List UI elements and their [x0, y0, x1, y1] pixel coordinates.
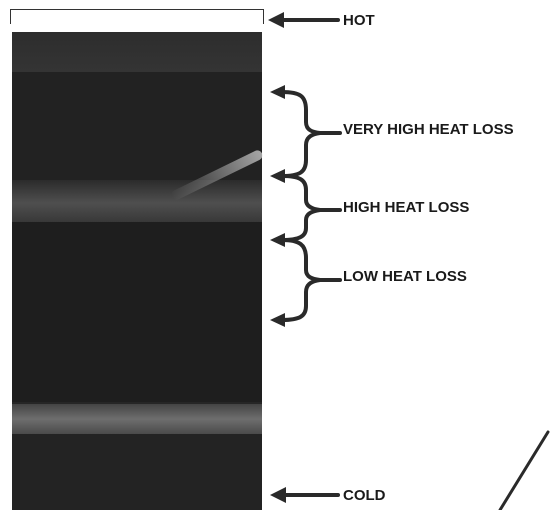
thermo-band-top: [12, 32, 262, 72]
brace2-bottom-arrowhead: [270, 233, 285, 247]
thermo-band-bottom: [12, 434, 262, 510]
hot-arrowhead: [268, 12, 284, 28]
thermo-band-very-high-loss: [12, 72, 262, 180]
thermo-band-low-loss: [12, 222, 262, 402]
thermo-band-light-stripe: [12, 404, 262, 434]
label-very-high-heat-loss: VERY HIGH HEAT LOSS: [343, 121, 514, 138]
brace1-bottom-arrowhead: [270, 169, 285, 183]
label-hot: HOT: [343, 12, 375, 29]
thermo-band-high-loss: [12, 180, 262, 222]
label-high-heat-loss: HIGH HEAT LOSS: [343, 199, 470, 216]
label-cold: COLD: [343, 487, 386, 504]
brace-high-heat-loss: [280, 174, 322, 242]
diagonal-line: [498, 430, 550, 510]
label-low-heat-loss: LOW HEAT LOSS: [343, 268, 467, 285]
brace-very-high-heat-loss: [280, 90, 322, 178]
thermogram-image: [12, 32, 265, 510]
brace-low-heat-loss: [280, 238, 322, 322]
brace1-top-arrowhead: [270, 85, 285, 99]
brace3-bottom-arrowhead: [270, 313, 285, 327]
top-bracket: [10, 9, 264, 24]
cold-arrowhead: [270, 487, 286, 503]
